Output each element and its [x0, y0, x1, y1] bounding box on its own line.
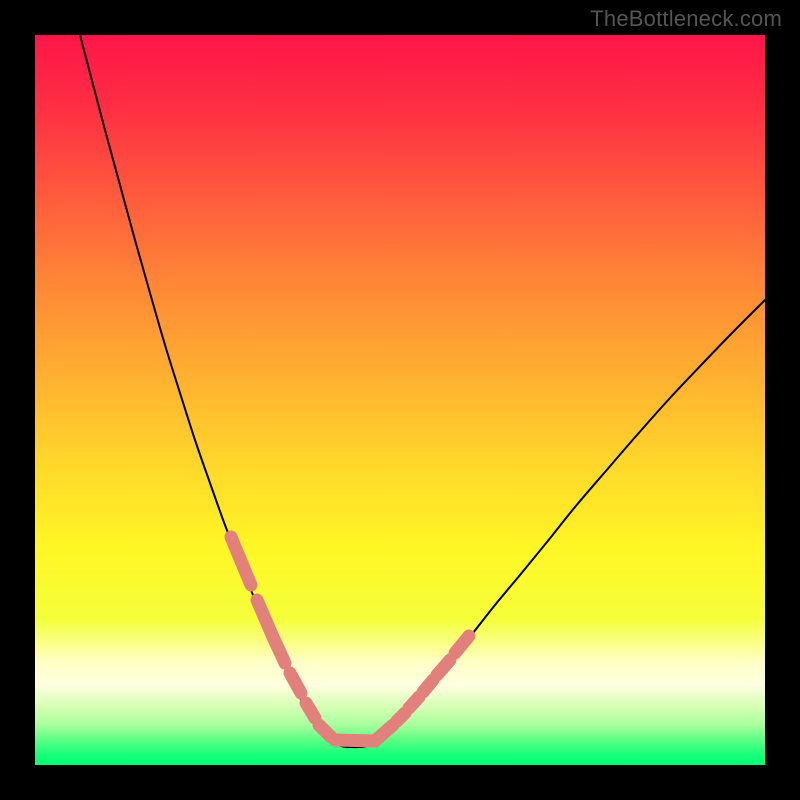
data-marker	[306, 703, 315, 718]
watermark-text: TheBottleneck.com	[590, 6, 782, 32]
gradient-background	[35, 35, 765, 765]
data-marker	[423, 680, 433, 692]
data-marker	[409, 697, 419, 708]
plot-area	[35, 35, 765, 765]
data-marker	[319, 725, 331, 737]
data-marker	[335, 740, 375, 741]
chart-svg	[35, 35, 765, 765]
data-marker	[397, 713, 405, 721]
